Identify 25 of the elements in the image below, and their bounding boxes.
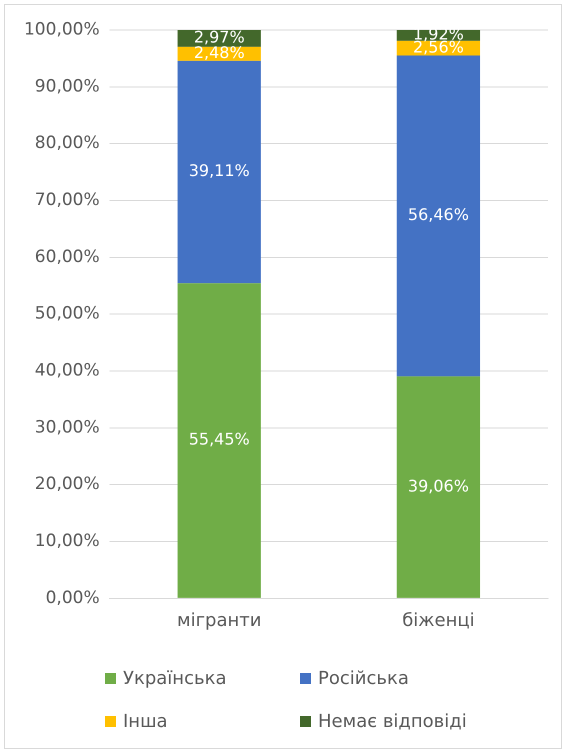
y-tick-label: 70,00% xyxy=(34,190,100,210)
bar xyxy=(178,283,261,598)
y-tick-label: 50,00% xyxy=(34,304,100,324)
data-label: 56,46% xyxy=(408,205,469,224)
y-tick-label: 80,00% xyxy=(34,133,100,154)
legend-label: Українська xyxy=(123,668,226,689)
legend-label: Російська xyxy=(318,668,409,689)
y-tick-label: 20,00% xyxy=(34,474,100,494)
x-tick-label: мігранти xyxy=(177,610,262,631)
y-tick-label: 0,00% xyxy=(46,588,100,608)
x-tick-label: біженці xyxy=(402,610,475,631)
data-label: 39,11% xyxy=(188,161,250,180)
bar xyxy=(396,55,480,376)
y-tick-label: 10,00% xyxy=(34,530,100,551)
y-tick-label: 90,00% xyxy=(34,76,100,96)
bar xyxy=(178,60,261,284)
y-tick-label: 40,00% xyxy=(34,360,100,380)
legend-label: Немає відповіді xyxy=(318,711,467,732)
data-label: 39,06% xyxy=(408,476,469,496)
bar xyxy=(396,376,480,598)
legend-label: Інша xyxy=(123,711,168,732)
data-label: 55,45% xyxy=(188,430,250,449)
y-tick-label: 100,00% xyxy=(24,19,100,40)
y-tick-label: 60,00% xyxy=(34,246,100,267)
y-tick-label: 30,00% xyxy=(34,417,100,438)
